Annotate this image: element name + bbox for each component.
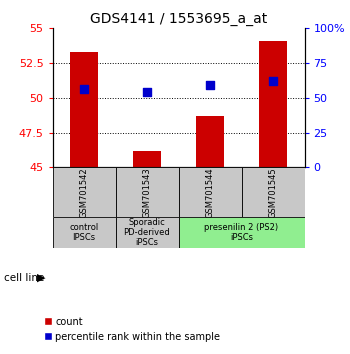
Point <box>207 82 213 88</box>
Bar <box>133 150 161 167</box>
Text: GSM701544: GSM701544 <box>205 167 215 218</box>
Point <box>270 78 276 84</box>
Title: GDS4141 / 1553695_a_at: GDS4141 / 1553695_a_at <box>90 12 267 26</box>
Legend: count, percentile rank within the sample: count, percentile rank within the sample <box>40 313 224 346</box>
Bar <box>259 41 287 167</box>
Bar <box>116 167 178 217</box>
Text: GSM701542: GSM701542 <box>79 167 89 218</box>
Text: control
IPSCs: control IPSCs <box>69 223 99 242</box>
Bar <box>241 167 304 217</box>
Bar <box>178 217 304 248</box>
Point <box>81 87 87 92</box>
Bar <box>116 217 178 248</box>
Bar <box>196 116 224 167</box>
Bar <box>52 217 116 248</box>
Text: GSM701543: GSM701543 <box>142 167 152 218</box>
Text: cell line: cell line <box>4 273 44 283</box>
Text: Sporadic
PD-derived
iPSCs: Sporadic PD-derived iPSCs <box>124 218 170 247</box>
Text: GSM701545: GSM701545 <box>268 167 278 218</box>
Bar <box>52 167 116 217</box>
Point <box>144 90 150 95</box>
Bar <box>178 167 241 217</box>
Text: presenilin 2 (PS2)
iPSCs: presenilin 2 (PS2) iPSCs <box>204 223 279 242</box>
Text: ▶: ▶ <box>37 273 45 283</box>
Bar <box>70 52 98 167</box>
